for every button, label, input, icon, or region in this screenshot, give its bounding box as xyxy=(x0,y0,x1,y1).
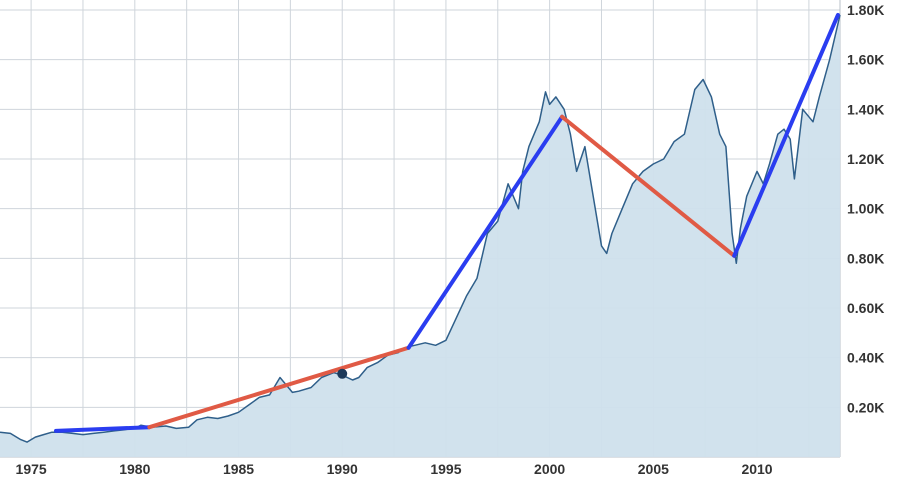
y-tick-label: 0.80K xyxy=(847,250,884,266)
x-tick-label: 1985 xyxy=(223,461,254,477)
markers xyxy=(337,368,348,379)
x-tick-label: 2010 xyxy=(741,461,772,477)
y-tick-label: 1.00K xyxy=(847,201,884,217)
y-tick-label: 1.40K xyxy=(847,101,884,117)
data-marker xyxy=(337,368,348,379)
y-tick-label: 1.80K xyxy=(847,2,884,18)
y-tick-label: 1.60K xyxy=(847,52,884,68)
trend-line xyxy=(732,12,840,258)
trend-line xyxy=(406,114,565,350)
y-tick-label: 0.40K xyxy=(847,350,884,366)
trend-lines xyxy=(54,12,840,433)
trend-line xyxy=(560,114,737,258)
trend-line xyxy=(54,425,152,433)
y-tick-label: 0.20K xyxy=(847,399,884,415)
y-axis-ticks: 0.20K 0.40K 0.60K 0.80K 1.00K 1.20K 1.40K 1.60K… xyxy=(847,2,884,415)
y-tick-label: 0.60K xyxy=(847,300,884,316)
x-tick-label: 1995 xyxy=(430,461,461,477)
x-tick-label: 2000 xyxy=(534,461,565,477)
x-tick-label: 1990 xyxy=(327,461,358,477)
x-axis-ticks: 1975 1980 1985 1990 1995 2000 2005 2010 xyxy=(16,461,773,477)
x-tick-label: 1975 xyxy=(16,461,47,477)
x-tick-label: 1980 xyxy=(119,461,150,477)
y-tick-label: 1.20K xyxy=(847,151,884,167)
x-tick-label: 2005 xyxy=(638,461,669,477)
trend-line xyxy=(147,345,411,430)
series-area-fill xyxy=(0,15,840,457)
